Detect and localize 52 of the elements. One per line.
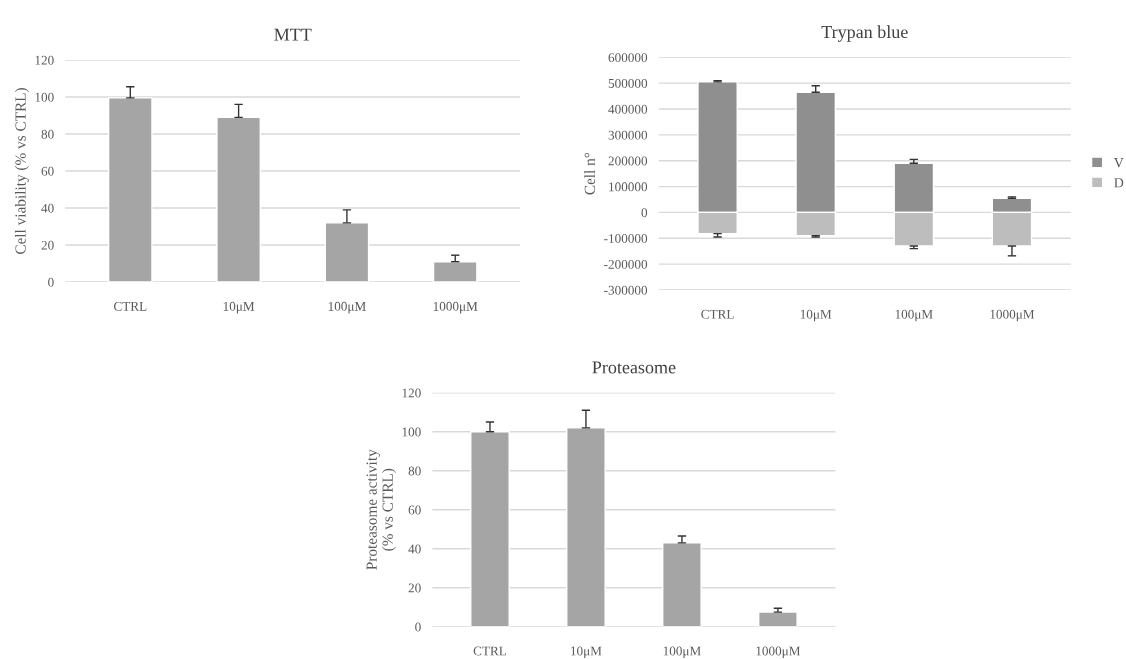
y-tick-label: 20 — [408, 583, 421, 593]
y-tick-label: 80 — [408, 466, 421, 476]
y-axis-title: Cell viability (% vs CTRL) — [14, 88, 29, 254]
x-tick-label: CTRL — [701, 309, 734, 319]
x-tick-label: 10μM — [223, 301, 255, 314]
bar — [758, 611, 798, 627]
x-tick-label: 100μM — [663, 646, 701, 659]
chart-title: MTT — [274, 28, 312, 41]
chart-title: Proteasome — [592, 361, 676, 374]
bar — [566, 427, 606, 627]
chart-title: Trypan blue — [821, 25, 908, 42]
y-tick-label: 20 — [41, 240, 54, 250]
bar — [107, 97, 153, 283]
y-tick-label: 0 — [48, 277, 54, 287]
y-tick-label: 80 — [41, 129, 54, 139]
y-tick-label: -100000 — [604, 234, 648, 243]
x-tick-label: CTRL — [113, 301, 147, 311]
x-tick-label: 10μM — [800, 309, 832, 322]
y-tick-label: 600000 — [608, 53, 648, 63]
y-tick-label: 60 — [408, 505, 421, 515]
legend-label: D — [1114, 178, 1124, 188]
y-tick-label: 500000 — [608, 78, 648, 88]
y-tick-label: -300000 — [604, 285, 648, 295]
x-tick-label: 1000μM — [990, 309, 1035, 322]
x-tick-label: 100μM — [895, 309, 933, 322]
bar — [324, 222, 370, 283]
y-tick-label: 100 — [402, 427, 421, 437]
y-tick-label: 60 — [41, 166, 54, 176]
y-tick-label: 400000 — [608, 104, 648, 114]
y-tick-label: 300000 — [608, 130, 648, 140]
y-tick-label: 100 — [35, 92, 54, 102]
y-tick-label: 40 — [408, 544, 421, 554]
y-tick-label: 200000 — [608, 156, 648, 166]
x-tick-label: 1000μM — [756, 646, 801, 659]
x-tick-label: 10μM — [571, 646, 602, 659]
y-tick-label: 120 — [402, 388, 421, 398]
legend-label: V — [1113, 158, 1124, 168]
y-tick-label: 120 — [35, 55, 54, 65]
y-axis-title: Proteasome activity (% vs CTRL) — [366, 449, 396, 570]
bar — [216, 116, 261, 283]
bar — [470, 431, 510, 627]
bar — [432, 260, 478, 283]
y-tick-label: 100000 — [609, 182, 648, 192]
x-tick-label: 1000μM — [433, 301, 478, 314]
x-tick-label: 100μM — [328, 301, 366, 314]
y-tick-label: -200000 — [604, 259, 648, 269]
y-tick-label: 0 — [641, 208, 648, 218]
y-tick-label: 0 — [415, 622, 421, 632]
bar — [662, 542, 702, 627]
y-axis-title: Cell n° — [584, 152, 595, 195]
y-tick-label: 40 — [41, 203, 54, 213]
x-tick-label: CTRL — [473, 646, 507, 656]
